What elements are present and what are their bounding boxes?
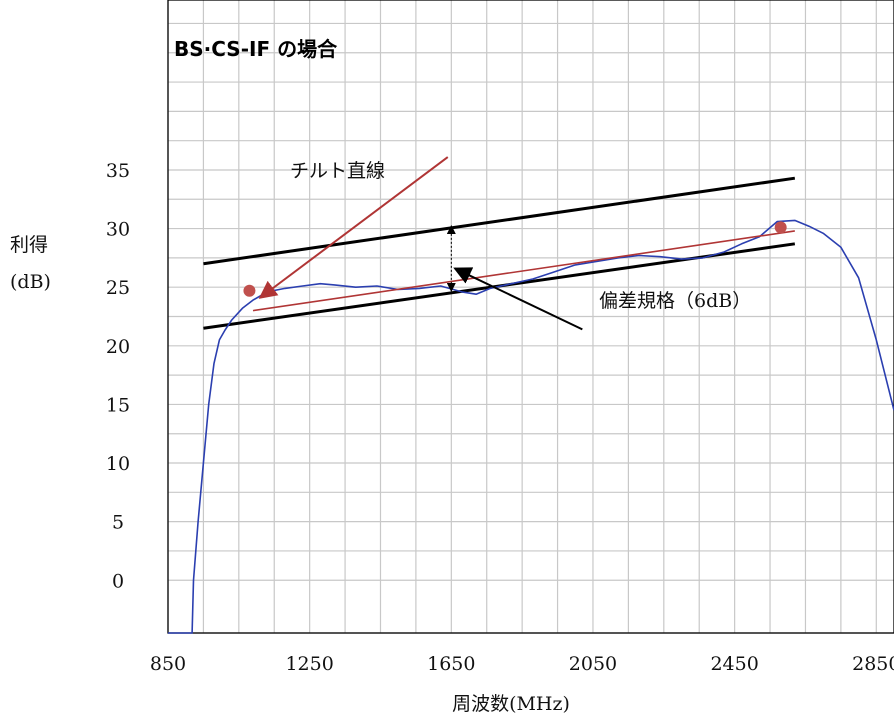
lines-layer [168, 156, 894, 634]
upper-spec-line [203, 176, 796, 266]
y-tick-label: 15 [106, 394, 130, 416]
deviation-spec-label: 偏差規格（6dB） [599, 290, 751, 312]
tilt-endpoint-marker [243, 284, 256, 297]
y-tick-label: 5 [112, 512, 124, 534]
y-tick-label: 0 [112, 570, 124, 592]
x-axis-label: 周波数(MHz) [452, 693, 570, 715]
tilt-label-pointer [258, 156, 449, 299]
x-tick-label: 1650 [427, 653, 475, 675]
y-tick-label: 25 [106, 277, 130, 299]
y-axis-label-line2: (dB) [10, 271, 51, 293]
y-tick-label: 35 [106, 160, 130, 182]
y-axis-ticks: 0 5 10 15 20 25 30 35 [106, 160, 130, 592]
x-tick-label: 2450 [710, 653, 758, 675]
tilt-endpoint-marker [774, 221, 787, 234]
y-tick-label: 10 [106, 453, 130, 475]
deviation-label-pointer [453, 267, 583, 331]
y-tick-label: 30 [106, 219, 130, 241]
y-axis-label-line1: 利得 [10, 234, 48, 256]
tilt-line [252, 230, 795, 312]
x-tick-label: 1250 [285, 653, 333, 675]
chart-title: BS·CS-IF の場合 [174, 37, 338, 61]
tilt-line-label: チルト直線 [290, 160, 385, 182]
x-tick-label: 2050 [569, 653, 617, 675]
grid [167, 0, 894, 634]
y-tick-label: 20 [106, 336, 130, 358]
plot-area-frame [167, 0, 894, 634]
x-tick-label: 850 [150, 653, 186, 675]
gain-curve [168, 219, 894, 634]
